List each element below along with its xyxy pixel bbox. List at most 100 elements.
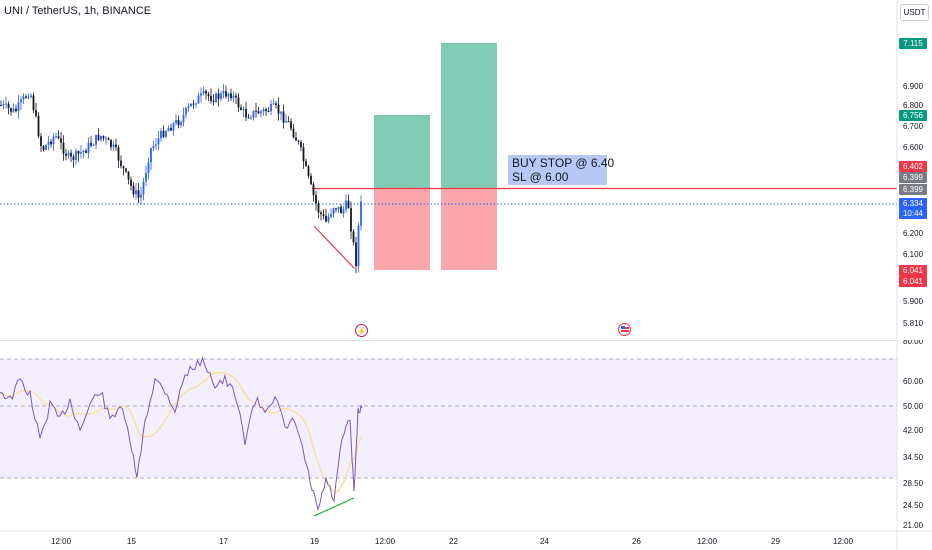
candle-body: [155, 144, 157, 146]
candle-body: [247, 117, 250, 119]
price-axis-label: 6.700: [903, 122, 924, 131]
annotation-line-1: BUY STOP @ 6.40: [512, 156, 615, 170]
candle-body: [87, 143, 90, 153]
target-zone-1[interactable]: [374, 115, 430, 189]
candle-body: [80, 152, 82, 154]
candle-body: [345, 200, 347, 210]
target-zone-2[interactable]: [441, 43, 497, 189]
candle-body: [205, 91, 207, 94]
candle-body: [135, 190, 137, 195]
candle-body: [37, 115, 40, 137]
candle-body: [360, 201, 362, 226]
price-axis-label: 6.600: [903, 143, 924, 152]
candle-body: [42, 146, 45, 150]
time-axis-label: 19: [310, 537, 319, 546]
rsi-axis-label: 60.00: [903, 377, 924, 386]
rsi-trendline[interactable]: [313, 497, 355, 517]
candle-body: [137, 190, 140, 198]
candle-body: [202, 91, 205, 94]
candle-body: [317, 203, 320, 213]
candle-body: [312, 184, 315, 196]
candle-body: [292, 128, 295, 138]
candle-body: [57, 136, 60, 139]
candle-body: [342, 209, 345, 214]
candle-body: [110, 139, 112, 148]
candle-body: [120, 160, 122, 167]
candle-body: [70, 152, 72, 157]
candle-body: [262, 109, 265, 112]
candle-body: [65, 153, 67, 156]
candle-body: [172, 123, 175, 131]
time-axis-label: 17: [219, 537, 228, 546]
rsi-ma-line: [0, 371, 363, 494]
line-price-tag: 6.399: [899, 184, 927, 195]
candle-body: [217, 93, 220, 99]
candle-body: [47, 141, 50, 145]
candle-body: [50, 141, 52, 145]
candle-body: [52, 136, 55, 145]
candle-body: [22, 96, 25, 100]
trade-annotation[interactable]: BUY STOP @ 6.40 SL @ 6.00: [508, 155, 615, 185]
candle-body: [242, 109, 245, 111]
candle-body: [195, 103, 197, 105]
candle-body: [275, 103, 277, 106]
candle-body: [255, 110, 257, 112]
candle-body: [355, 242, 357, 267]
candle-body: [330, 214, 332, 217]
candle-body: [187, 106, 190, 108]
price-axis-label: 5.900: [903, 297, 924, 306]
candle-body: [85, 150, 87, 153]
candle-body: [140, 194, 142, 198]
lightning-icon[interactable]: ⚡: [355, 324, 368, 337]
price-trendline[interactable]: [313, 225, 355, 269]
candle-body: [285, 121, 287, 123]
candle-body: [35, 110, 37, 116]
candle-body: [5, 103, 7, 105]
candle-body: [297, 140, 300, 143]
candle-body: [180, 121, 182, 126]
candle-body: [20, 99, 22, 103]
pane-divider[interactable]: [0, 340, 897, 341]
candle-body: [250, 117, 252, 119]
time-axis-label: 15: [127, 537, 136, 546]
candle-body: [92, 144, 95, 146]
candle-body: [322, 214, 325, 216]
candle-body: [130, 179, 132, 186]
candle-body: [132, 185, 135, 195]
candle-body: [157, 138, 160, 145]
symbol-title[interactable]: UNI / TetherUS, 1h, BINANCE: [4, 5, 152, 17]
rsi-axis-label: 34.50: [903, 453, 924, 462]
candle-body: [267, 111, 270, 113]
us-flag-icon[interactable]: [618, 323, 631, 336]
candle-body: [222, 91, 225, 94]
candle-body: [17, 102, 20, 112]
line-price-tag: 6.399: [899, 172, 927, 183]
candle-body: [15, 108, 17, 112]
price-axis-label: 6.900: [903, 82, 924, 91]
candle-body: [105, 138, 107, 140]
candle-body: [270, 104, 272, 112]
candle-body: [115, 144, 117, 148]
candle-body: [207, 93, 210, 96]
candle-body: [305, 161, 307, 167]
candle-body: [295, 137, 297, 141]
candle-body: [82, 150, 85, 153]
currency-badge[interactable]: USDT: [900, 4, 929, 21]
price-axis-label: 5.810: [903, 319, 924, 328]
candle-body: [100, 135, 102, 140]
candle-body: [117, 147, 120, 161]
candle-body: [62, 142, 65, 154]
candle-body: [10, 108, 12, 112]
rsi-axis-label: 42.00: [903, 426, 924, 435]
candle-body: [240, 107, 242, 110]
candle-body: [152, 145, 155, 149]
countdown-tag: 10:44: [899, 208, 927, 219]
candle-body: [7, 103, 10, 109]
candle-body: [325, 215, 327, 222]
stop-zone-2[interactable]: [441, 189, 497, 270]
stop-zone-1[interactable]: [374, 189, 430, 270]
candle-body: [97, 134, 100, 140]
candle-body: [170, 127, 172, 131]
